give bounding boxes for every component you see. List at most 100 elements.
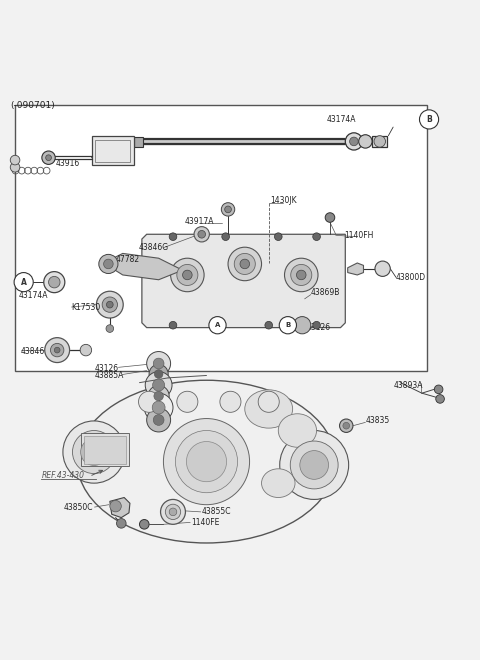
Circle shape	[153, 358, 164, 369]
Circle shape	[221, 203, 235, 216]
Text: 1430JK: 1430JK	[270, 196, 297, 205]
Circle shape	[280, 430, 348, 500]
Bar	[134, 137, 144, 147]
Circle shape	[139, 391, 159, 412]
Circle shape	[434, 385, 443, 393]
Circle shape	[240, 259, 250, 269]
Text: 43850C: 43850C	[64, 502, 94, 512]
Circle shape	[44, 272, 65, 292]
Circle shape	[163, 418, 250, 505]
Circle shape	[10, 155, 20, 165]
Text: 43855C: 43855C	[202, 508, 231, 516]
Circle shape	[106, 325, 114, 333]
Circle shape	[228, 248, 262, 280]
Circle shape	[140, 519, 149, 529]
Circle shape	[297, 270, 306, 280]
Text: A: A	[21, 278, 26, 286]
Circle shape	[265, 321, 273, 329]
Circle shape	[198, 230, 205, 238]
Ellipse shape	[245, 390, 293, 428]
Circle shape	[145, 372, 172, 399]
Circle shape	[290, 441, 338, 489]
Circle shape	[102, 297, 118, 312]
Polygon shape	[348, 263, 363, 275]
Bar	[81, 433, 129, 467]
Text: 1140FH: 1140FH	[344, 231, 374, 240]
Circle shape	[45, 338, 70, 362]
Text: 43126: 43126	[95, 364, 119, 373]
Circle shape	[54, 347, 60, 353]
Circle shape	[154, 391, 163, 401]
Circle shape	[279, 317, 297, 334]
Text: A: A	[215, 322, 220, 328]
Circle shape	[359, 135, 372, 148]
Circle shape	[209, 317, 226, 334]
Text: B: B	[285, 322, 290, 328]
Circle shape	[217, 321, 225, 329]
Text: 47782: 47782	[116, 255, 140, 263]
Circle shape	[96, 291, 123, 318]
Bar	[84, 436, 126, 464]
Text: 1140FE: 1140FE	[191, 518, 219, 527]
Circle shape	[343, 422, 349, 429]
Circle shape	[177, 391, 198, 412]
Circle shape	[345, 133, 362, 150]
Circle shape	[46, 155, 51, 160]
Circle shape	[99, 254, 118, 273]
Text: 43174A: 43174A	[326, 115, 356, 124]
Circle shape	[339, 419, 353, 432]
Text: 43917A: 43917A	[185, 217, 215, 226]
Circle shape	[225, 206, 231, 213]
Circle shape	[144, 393, 173, 422]
Text: K17530: K17530	[72, 302, 101, 312]
Circle shape	[147, 352, 170, 376]
Bar	[92, 136, 134, 165]
Text: 43835: 43835	[365, 416, 390, 426]
Text: 43174A: 43174A	[19, 290, 48, 300]
Bar	[96, 139, 130, 162]
Circle shape	[81, 439, 108, 465]
Polygon shape	[142, 234, 345, 327]
Circle shape	[234, 253, 255, 275]
Circle shape	[169, 321, 177, 329]
Circle shape	[291, 265, 312, 286]
Circle shape	[80, 345, 92, 356]
Text: REF.43-430: REF.43-430	[41, 471, 84, 480]
Circle shape	[169, 233, 177, 240]
Circle shape	[258, 391, 279, 412]
Text: 43846B: 43846B	[21, 347, 50, 356]
Circle shape	[194, 226, 209, 242]
Text: 43800D: 43800D	[396, 273, 426, 282]
Circle shape	[375, 261, 390, 277]
Circle shape	[48, 277, 60, 288]
Circle shape	[165, 504, 180, 519]
Circle shape	[42, 151, 55, 164]
Ellipse shape	[77, 380, 336, 543]
Circle shape	[10, 162, 20, 172]
Circle shape	[175, 430, 238, 493]
Text: 43126: 43126	[307, 323, 331, 332]
Circle shape	[169, 508, 177, 515]
Circle shape	[153, 414, 164, 425]
Circle shape	[155, 370, 163, 378]
Circle shape	[182, 270, 192, 280]
Circle shape	[186, 442, 227, 482]
Circle shape	[104, 259, 113, 269]
Circle shape	[72, 430, 116, 474]
Polygon shape	[104, 253, 182, 280]
Ellipse shape	[278, 414, 317, 447]
Circle shape	[285, 258, 318, 292]
Circle shape	[170, 258, 204, 292]
Circle shape	[374, 136, 385, 147]
Circle shape	[152, 401, 165, 414]
Circle shape	[220, 391, 241, 412]
Text: 43846G: 43846G	[139, 243, 168, 251]
Text: 43893A: 43893A	[394, 381, 424, 389]
Circle shape	[420, 110, 439, 129]
Circle shape	[313, 321, 321, 329]
Bar	[15, 105, 427, 371]
Circle shape	[300, 451, 328, 479]
Circle shape	[117, 519, 126, 528]
Text: 43885A: 43885A	[95, 371, 124, 380]
Text: (-090701): (-090701)	[10, 101, 55, 110]
